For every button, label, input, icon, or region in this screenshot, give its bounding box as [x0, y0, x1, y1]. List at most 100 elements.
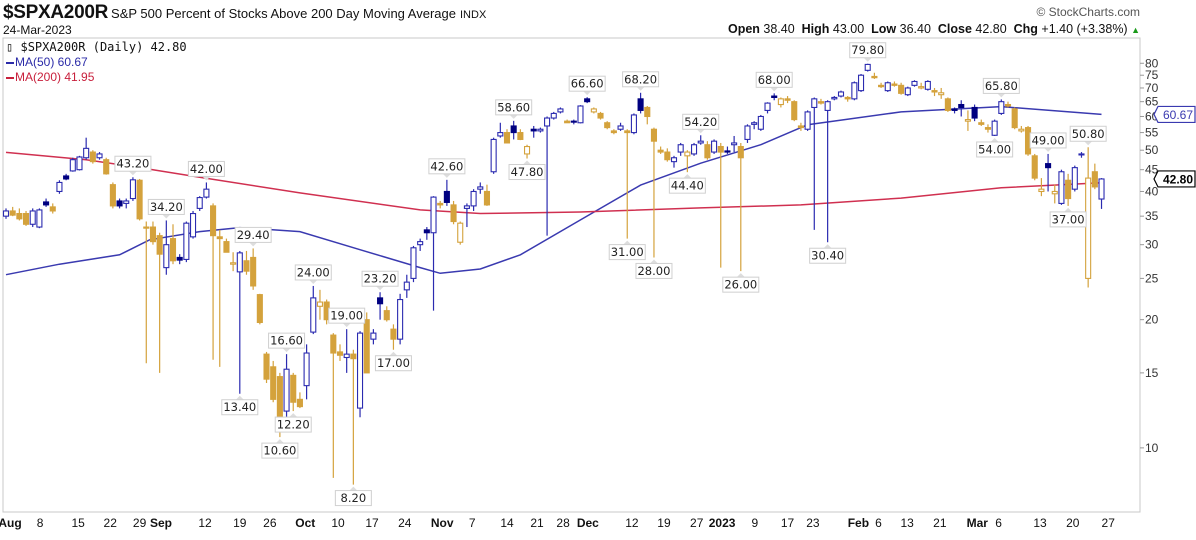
candle-body	[637, 98, 644, 111]
annotation-label: 43.20	[116, 157, 149, 171]
annotation-label: 54.20	[684, 115, 717, 129]
plot-area	[2, 37, 1141, 513]
candle-body	[83, 147, 90, 159]
x-tick-label: 8	[37, 516, 44, 530]
candle-body	[270, 366, 277, 400]
x-tick-label: 9	[751, 516, 758, 530]
high-value: 43.00	[832, 22, 865, 36]
x-tick-label: Dec	[577, 516, 599, 530]
x-tick-label: 7	[469, 516, 476, 530]
candle-body	[283, 368, 290, 412]
candle-body	[998, 101, 1005, 114]
candle-body	[276, 376, 283, 421]
candle-body	[617, 125, 624, 130]
candle-body	[510, 125, 517, 134]
annotation-box	[1049, 211, 1087, 228]
last-price-tag-box	[1153, 170, 1196, 188]
x-tick-label: 13	[1033, 516, 1047, 530]
candle-body	[109, 184, 116, 207]
copyright: © StockCharts.com	[1036, 5, 1140, 19]
chart-title: $SPXA200R S&P 500 Percent of Stocks Above…	[3, 2, 486, 24]
candle-body	[1071, 167, 1078, 190]
annotation-box	[187, 160, 225, 177]
x-tick-label: 20	[1066, 516, 1080, 530]
candle-body	[570, 120, 577, 123]
annotation-pointer	[442, 173, 451, 178]
candle-body	[857, 74, 865, 92]
candle-body	[630, 114, 637, 134]
annotation-label: 31.00	[611, 245, 644, 259]
close-value: 42.80	[975, 22, 1007, 36]
x-tick-label: 22	[104, 516, 118, 530]
legend-ma50: MA(50) 60.67	[15, 55, 88, 69]
ma200-swatch	[6, 76, 14, 79]
candle-body	[29, 210, 36, 225]
annotation-box	[668, 177, 706, 194]
annotation-label: 37.00	[1052, 212, 1085, 226]
candle-body	[610, 130, 617, 134]
candle-body	[310, 297, 317, 333]
annotation-label: 42.00	[190, 162, 223, 176]
candle-body	[22, 212, 30, 225]
open-label: Open	[727, 22, 760, 36]
annotation-label: 12.20	[277, 418, 310, 432]
annotation-label: 54.00	[978, 142, 1011, 156]
candle-body	[303, 352, 310, 387]
candle-body	[196, 197, 203, 209]
candle-body	[717, 145, 724, 153]
annotation-pointer	[275, 439, 284, 444]
candle-body	[96, 153, 103, 159]
x-tick-label: 12	[625, 516, 639, 530]
candle-body	[697, 140, 704, 144]
legend-price: $SPXA200R (Daily) 42.80	[20, 40, 187, 54]
annotation-label: 42.60	[430, 159, 463, 173]
candle-body	[1058, 171, 1065, 204]
candle-body	[56, 181, 63, 193]
candle-body	[483, 190, 491, 206]
candle-body	[991, 120, 998, 136]
candle-body	[1098, 178, 1105, 200]
annotation-label: 8.20	[341, 491, 367, 505]
candle-body	[677, 144, 684, 153]
y-tick-label: 50	[1145, 143, 1159, 157]
candle-body	[757, 115, 764, 130]
candle-body	[984, 127, 992, 130]
annotation-box	[274, 416, 312, 433]
candle-body	[517, 132, 524, 140]
annotation-pointer	[289, 413, 298, 418]
symbol: $SPXA200R	[3, 2, 109, 23]
candle-body	[1051, 190, 1058, 195]
annotation-pointer	[309, 279, 318, 284]
x-tick-label: 6	[995, 516, 1002, 530]
candle-body	[417, 241, 424, 246]
candle-body	[363, 319, 370, 374]
y-tick-label: 70	[1145, 81, 1159, 95]
candle-body	[684, 151, 691, 157]
candle-body	[557, 108, 564, 113]
candle-body	[878, 84, 885, 88]
annotation-box	[268, 332, 306, 349]
candle-body	[403, 281, 410, 291]
candle-body	[377, 297, 384, 305]
candle-body	[904, 87, 911, 96]
candle-body	[597, 112, 604, 119]
candle-body	[670, 157, 678, 163]
candle-body	[336, 351, 344, 356]
annotation-box	[755, 71, 793, 88]
chart-legend: ▯ $SPXA200R (Daily) 42.80 MA(50) 60.67 M…	[6, 40, 187, 85]
x-tick-label: Nov	[431, 516, 454, 530]
candle-body	[189, 212, 197, 238]
candle-body	[69, 159, 76, 172]
candle-body	[604, 122, 611, 129]
chg-label: Chg	[1013, 22, 1038, 36]
candle-body	[497, 132, 504, 137]
candle-body	[1065, 179, 1072, 200]
annotation-label: 23.20	[364, 272, 397, 286]
candle-body	[924, 80, 931, 90]
annotation-label: 30.40	[811, 249, 844, 263]
candle-body	[156, 235, 163, 255]
candle-body	[370, 332, 377, 340]
x-tick-label: 29	[133, 516, 147, 530]
annotation-box	[334, 490, 372, 507]
